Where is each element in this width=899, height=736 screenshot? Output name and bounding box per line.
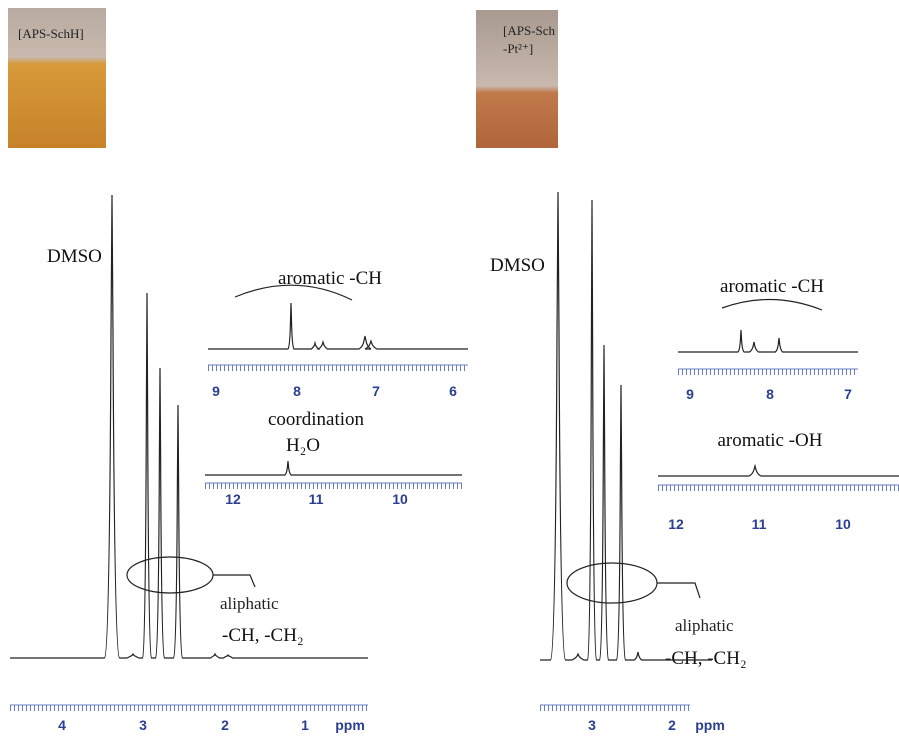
tick-label: 12	[668, 516, 684, 532]
spectrum	[208, 303, 468, 349]
spectrum	[678, 330, 858, 352]
tick-label: 12	[225, 491, 241, 507]
tick-label: 1	[301, 717, 309, 733]
region-ellipse	[567, 563, 657, 603]
spectrum	[658, 466, 899, 476]
tick-label: 8	[293, 383, 301, 399]
tick-label: 8	[766, 386, 774, 402]
region-label: -CH, -CH₂	[665, 648, 747, 669]
tick-label: 11	[309, 491, 324, 507]
tick-label: 9	[686, 386, 694, 402]
tick-label: 9	[212, 383, 220, 399]
spectrum	[205, 461, 462, 475]
photo-label: [APS-Sch	[503, 23, 556, 38]
tick-label: 10	[835, 516, 851, 532]
region-label: -CH, -CH₂	[222, 625, 304, 646]
tick-label: 6	[449, 383, 457, 399]
tick-label: 7	[844, 386, 852, 402]
bracket	[722, 299, 822, 310]
axis-unit: ppm	[695, 717, 725, 733]
tick-label: 3	[588, 717, 596, 733]
region-ellipse	[127, 557, 213, 593]
tick-label: 2	[221, 717, 229, 733]
region-label: aliphatic	[220, 594, 279, 613]
annotation: H₂O	[286, 435, 320, 456]
annotation: aromatic -OH	[718, 430, 823, 451]
solvent-label: DMSO	[490, 255, 545, 276]
solvent-label: DMSO	[47, 246, 102, 267]
tick-label: 3	[139, 717, 147, 733]
annotation: aromatic -CH	[278, 268, 382, 289]
annotation: aromatic -CH	[720, 276, 824, 297]
tick-label: 4	[58, 717, 66, 733]
bracket	[213, 575, 255, 587]
figure: [APS-SchH] [APS-Sch -Pt²⁺] DMSO aromatic…	[0, 0, 899, 736]
tick-label: 10	[392, 491, 408, 507]
tick-label: 2	[668, 717, 676, 733]
tick-label: 7	[372, 383, 380, 399]
bracket	[657, 583, 700, 598]
axis-unit: ppm	[335, 717, 365, 733]
spectrum	[540, 192, 712, 660]
annotation: coordination	[268, 409, 365, 430]
photo-label: -Pt²⁺]	[503, 41, 533, 56]
tick-label: 11	[752, 516, 767, 532]
photo-label: [APS-SchH]	[18, 26, 84, 41]
region-label: aliphatic	[675, 616, 734, 635]
